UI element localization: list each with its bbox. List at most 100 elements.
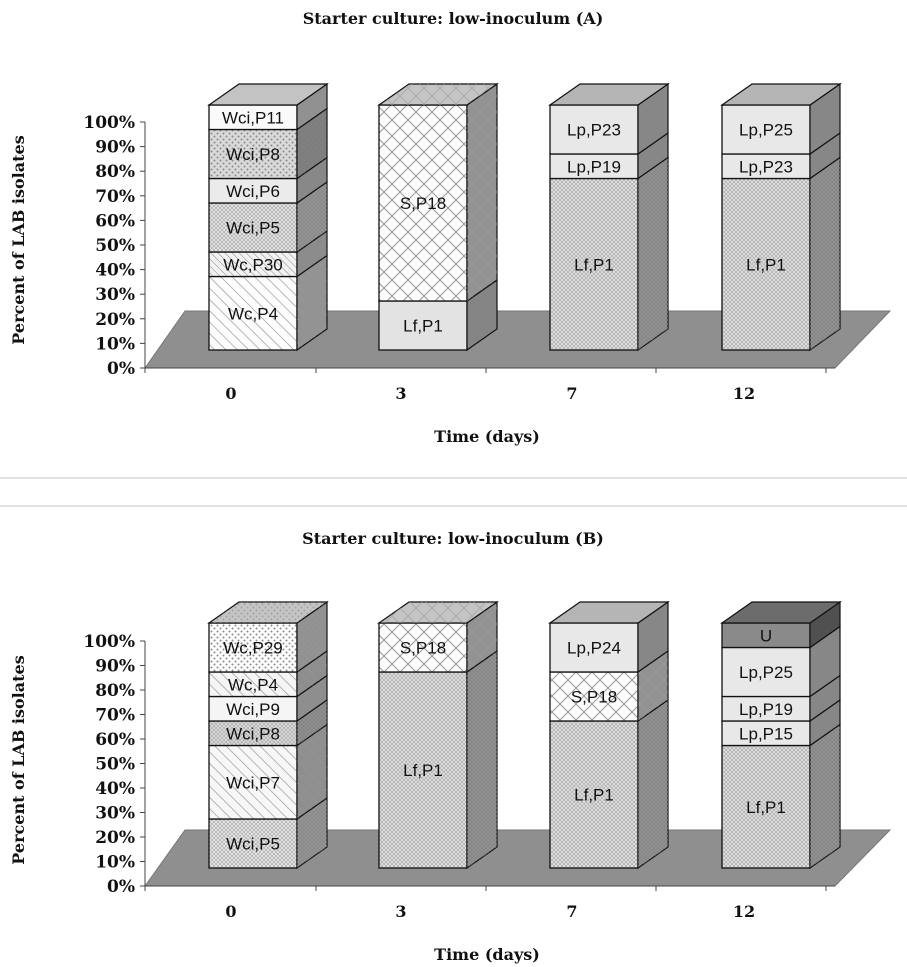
bar-segment-face — [722, 154, 810, 179]
bar-segment-label: Lp,P25 — [739, 663, 793, 682]
bar-segment-label: Lp,P19 — [739, 700, 793, 719]
bar-segment: U — [720, 600, 842, 649]
y-tick-label: 20% — [95, 828, 135, 848]
bar-segment-side-pattern — [638, 651, 668, 721]
y-tick-label: 30% — [95, 804, 135, 824]
bar-segment-side-pattern — [297, 231, 327, 277]
bar-segment: Wci,P5 — [208, 180, 328, 254]
bar-segment-label: Wc,P4 — [228, 304, 278, 323]
x-tick-label: 12 — [733, 384, 755, 403]
bar-segment-pattern — [722, 745, 810, 868]
bar-segment-face — [209, 696, 297, 721]
x-tick-label: 12 — [733, 902, 755, 921]
bar-segment-pattern — [379, 672, 467, 868]
y-tick-label: 50% — [95, 236, 135, 256]
bar-segment-side-pattern — [467, 84, 497, 301]
bar-stack: Lf,P1 S,P18 3 — [377, 82, 499, 403]
bar-segment: Lf,P1 — [549, 156, 669, 352]
bar-segment-label: Wc,P4 — [228, 675, 278, 694]
bar-segment-label: Wci,P9 — [226, 700, 280, 719]
bar-segment-label: Lp,P15 — [739, 724, 793, 743]
x-tick-label: 3 — [395, 384, 406, 403]
bar-segment-label: Wc,P29 — [223, 639, 283, 658]
chart-title: Starter culture: low-inoculum (B) — [302, 529, 604, 548]
bar-segment-label: S,P18 — [400, 194, 446, 213]
bar-top-pattern — [209, 602, 327, 623]
y-axis-title: Percent of LAB isolates — [9, 655, 28, 864]
bar-segment-label: U — [760, 626, 772, 645]
y-tick-label: 100% — [83, 632, 135, 652]
bar-top — [720, 601, 842, 624]
bar-segment: Lp,P15 — [721, 698, 841, 747]
y-tick-label: 10% — [95, 334, 135, 354]
y-tick-label: 10% — [95, 853, 135, 873]
bar-segment-pattern — [722, 178, 810, 350]
bar-segment-side-pattern — [638, 157, 668, 350]
bar-segment: Lp,P23 — [721, 131, 841, 180]
bar-segment-side-pattern — [297, 700, 327, 746]
bar-top-pattern — [379, 84, 497, 105]
y-tick-label: 70% — [95, 187, 135, 207]
bar-segment-face — [550, 623, 638, 672]
bar-segment-pattern — [209, 672, 297, 697]
bar-segment-label: Lp,P19 — [567, 157, 621, 176]
bar-segment: Wci,P11 — [207, 82, 329, 131]
y-tick-label: 90% — [95, 138, 135, 158]
bar-segment-label: Lp,P25 — [739, 121, 793, 140]
bar-segment-side-pattern — [810, 724, 840, 868]
y-tick-label: 80% — [95, 162, 135, 182]
bar-segment: Wc,P29 — [207, 600, 329, 674]
bar-top — [548, 83, 670, 106]
bar-top — [207, 83, 329, 106]
y-tick-label: 40% — [95, 261, 135, 281]
y-tick-label: 20% — [95, 310, 135, 330]
bar-segment-side-pattern — [297, 182, 327, 252]
bar-segment: Wci,P7 — [208, 723, 328, 821]
bar-segment-pattern — [209, 129, 297, 179]
bar-segment-pattern — [209, 252, 297, 277]
bar-segment-side-pattern — [297, 798, 327, 868]
y-tick-label: 60% — [95, 211, 135, 231]
bar-segment-side-pattern — [810, 157, 840, 350]
chart-panel-b: Starter culture: low-inoculum (B) Percen… — [9, 529, 892, 964]
bar-segment-side-pattern — [467, 651, 497, 868]
y-tick-label: 100% — [83, 113, 135, 133]
bar-segment-face — [722, 721, 810, 746]
bar-segment-pattern — [550, 721, 638, 868]
bar-segment-face — [722, 623, 810, 648]
bar-segment: Wci,P6 — [208, 156, 328, 205]
y-tick-label: 0% — [107, 877, 135, 897]
bar-segment: Wci,P8 — [208, 107, 328, 180]
bar-segment-face — [550, 154, 638, 179]
y-tick-label: 80% — [95, 681, 135, 701]
bar-segment-side-pattern — [297, 602, 327, 672]
bar-segment-face — [209, 105, 297, 130]
y-tick-label: 30% — [95, 285, 135, 305]
bar-segment-label: Wc,P30 — [223, 255, 283, 274]
bar-segment-label: Wci,P8 — [226, 145, 280, 164]
x-tick-label: 7 — [566, 384, 577, 403]
chart-title: Starter culture: low-inoculum (A) — [303, 9, 604, 28]
bar-segment-pattern — [550, 672, 638, 721]
bar-top-pattern — [379, 602, 497, 623]
bar-segment-pattern — [209, 623, 297, 672]
bar-segment: Wci,P5 — [208, 796, 328, 870]
bar-segment-label: S,P18 — [571, 688, 617, 707]
x-tick-label: 0 — [225, 902, 236, 921]
bar-stack: Lf,P1 Lp,P23 Lp,P25 12 — [720, 82, 842, 403]
bar-segment-label: Lf,P1 — [746, 255, 786, 274]
bar-segment: Lf,P1 — [378, 278, 498, 352]
bar-stack: Wc,P4 Wc,P30 Wci,P5 Wci,P6 Wci,P8 Wci,P11 0 — [207, 82, 329, 403]
bar-segment-label: Wci,P5 — [226, 219, 280, 238]
bar-segment: Lf,P1 — [549, 698, 669, 870]
bar-stack: Lf,P1 S,P18 3 — [377, 600, 499, 921]
bar-segment-label: Wci,P5 — [226, 835, 280, 854]
bar-segment-label: Wci,P8 — [226, 724, 280, 743]
bar-top — [720, 83, 842, 106]
bar-segment-side-pattern — [638, 700, 668, 868]
bar-stack: Lf,P1 S,P18 Lp,P24 7 — [548, 600, 670, 921]
bar-segment-side-pattern — [297, 724, 327, 819]
bar-segment-side-pattern — [467, 602, 497, 672]
bar-segment-side-pattern — [297, 255, 327, 350]
